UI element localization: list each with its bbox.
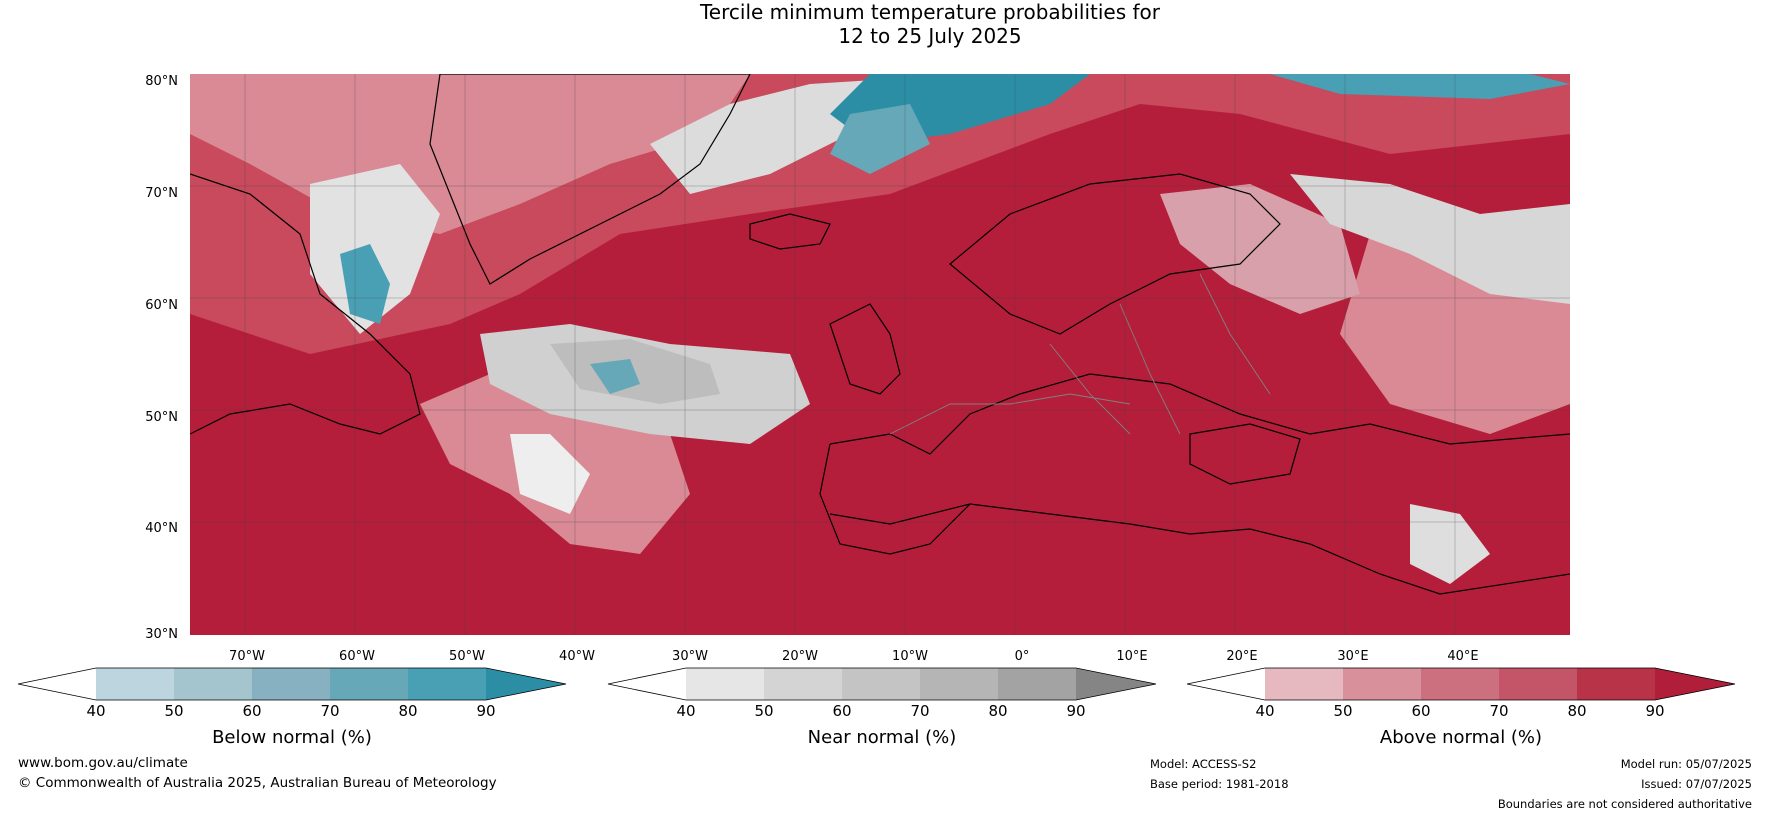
footer-copyright: © Commonwealth of Australia 2025, Austra… <box>18 775 497 791</box>
footer-model-run: Model run: 05/07/2025 <box>1620 757 1752 771</box>
lat-label-60n: 60°N <box>145 298 178 313</box>
scandinavia-coastline <box>949 173 1281 335</box>
cbar-above-swatch-5 <box>1577 668 1655 700</box>
footer-base-period: Base period: 1981-2018 <box>1150 777 1289 791</box>
lat-label-50n: 50°N <box>145 410 178 425</box>
cbar-above-swatch-4 <box>1499 668 1577 700</box>
national-borders <box>889 273 1271 435</box>
europe-coastline <box>829 373 1570 455</box>
cbar-near-swatch-3 <box>842 668 920 700</box>
region-near-baffin <box>310 164 440 334</box>
cbar-above-swatch-6 <box>1655 668 1735 700</box>
cbar-near-tick-50: 50 <box>754 702 774 720</box>
lon-label-60w: 60°W <box>339 649 375 664</box>
mediterranean-south-coastline <box>829 503 1570 595</box>
title-line-1: Tercile minimum temperature probabilitie… <box>699 0 1161 24</box>
cbar-below-title: Below normal (%) <box>212 727 372 748</box>
cbar-below-tick-70: 70 <box>320 702 340 720</box>
colorbar-above-normal-graphic <box>1186 667 1736 701</box>
lat-label-40n: 40°N <box>145 521 178 536</box>
lat-label-30n: 30°N <box>145 627 178 642</box>
cbar-below-tick-80: 80 <box>398 702 418 720</box>
map-canvas <box>190 74 1570 635</box>
cbar-above-tick-90: 90 <box>1645 702 1665 720</box>
footer-disclaimer: Boundaries are not considered authoritat… <box>1497 797 1752 811</box>
cbar-near-swatch-0 <box>608 668 686 700</box>
cbar-above-swatch-2 <box>1343 668 1421 700</box>
region-near-russia <box>1290 174 1570 304</box>
cbar-below-tick-60: 60 <box>242 702 262 720</box>
lon-label-10w: 10°W <box>892 649 928 664</box>
probability-map <box>190 74 1570 635</box>
region-below-atlantic <box>590 359 640 394</box>
iceland-coastline <box>749 213 831 250</box>
cbar-near-tick-90: 90 <box>1066 702 1086 720</box>
cbar-above-tick-60: 60 <box>1411 702 1431 720</box>
region-above-low-scandinavia <box>1160 184 1360 314</box>
iberia-coastline <box>819 443 971 555</box>
cbar-below-tick-40: 40 <box>86 702 106 720</box>
lat-label-70n: 70°N <box>145 186 178 201</box>
cbar-near-tick-40: 40 <box>676 702 696 720</box>
british-isles-coastline <box>829 303 901 395</box>
cbar-below-swatch-6 <box>486 668 566 700</box>
lon-label-30w: 30°W <box>672 649 708 664</box>
cbar-above-tick-80: 80 <box>1567 702 1587 720</box>
lon-label-70w: 70°W <box>229 649 265 664</box>
cbar-near-swatch-2 <box>764 668 842 700</box>
lon-label-30e: 30°E <box>1337 649 1369 664</box>
greenland-coastline <box>429 74 751 285</box>
map-title: Tercile minimum temperature probabilitie… <box>0 0 1770 48</box>
colorbar-below-normal <box>17 667 567 701</box>
cbar-above-swatch-3 <box>1421 668 1499 700</box>
cbar-below-tick-50: 50 <box>164 702 184 720</box>
cbar-below-swatch-0 <box>18 668 96 700</box>
region-near-middle-east <box>1410 504 1490 584</box>
graticule <box>190 74 1570 635</box>
region-near-greenland-east <box>650 79 890 194</box>
north-america-coastline <box>190 173 421 435</box>
black-sea-coastline <box>1189 423 1301 485</box>
cbar-near-swatch-1 <box>686 668 764 700</box>
lon-label-10e: 10°E <box>1116 649 1148 664</box>
cbar-below-tick-90: 90 <box>476 702 496 720</box>
lon-label-20e: 20°E <box>1226 649 1258 664</box>
cbar-above-tick-40: 40 <box>1255 702 1275 720</box>
lon-label-40w: 40°W <box>559 649 595 664</box>
cbar-near-tick-70: 70 <box>910 702 930 720</box>
cbar-below-swatch-5 <box>408 668 486 700</box>
region-near-atlantic-south <box>510 434 590 514</box>
cbar-above-swatch-0 <box>1187 668 1265 700</box>
cbar-near-swatch-4 <box>920 668 998 700</box>
cbar-below-swatch-4 <box>330 668 408 700</box>
colorbar-below-normal-graphic <box>17 667 567 701</box>
cbar-below-swatch-3 <box>252 668 330 700</box>
colorbar-near-normal <box>607 667 1157 701</box>
lon-label-50w: 50°W <box>449 649 485 664</box>
cbar-above-title: Above normal (%) <box>1379 727 1543 748</box>
cbar-near-swatch-6 <box>1076 668 1156 700</box>
lon-label-0: 0° <box>1014 649 1030 664</box>
colorbar-near-normal-graphic <box>607 667 1157 701</box>
colorbar-above-normal <box>1186 667 1736 701</box>
cbar-above-tick-50: 50 <box>1333 702 1353 720</box>
cbar-below-swatch-1 <box>96 668 174 700</box>
cbar-near-tick-60: 60 <box>832 702 852 720</box>
lat-label-80n: 80°N <box>145 74 178 89</box>
title-line-2: 12 to 25 July 2025 <box>838 24 1022 48</box>
lon-label-20w: 20°W <box>782 649 818 664</box>
cbar-below-swatch-2 <box>174 668 252 700</box>
footer-model: Model: ACCESS-S2 <box>1150 757 1257 771</box>
cbar-above-swatch-1 <box>1265 668 1343 700</box>
region-below-davis-strait <box>340 244 390 324</box>
cbar-near-swatch-5 <box>998 668 1076 700</box>
footer-issued: Issued: 07/07/2025 <box>1641 777 1752 791</box>
cbar-near-tick-80: 80 <box>988 702 1008 720</box>
footer-website: www.bom.gov.au/climate <box>18 755 188 771</box>
lon-label-40e: 40°E <box>1447 649 1479 664</box>
cbar-near-title: Near normal (%) <box>807 727 957 748</box>
cbar-above-tick-70: 70 <box>1489 702 1509 720</box>
